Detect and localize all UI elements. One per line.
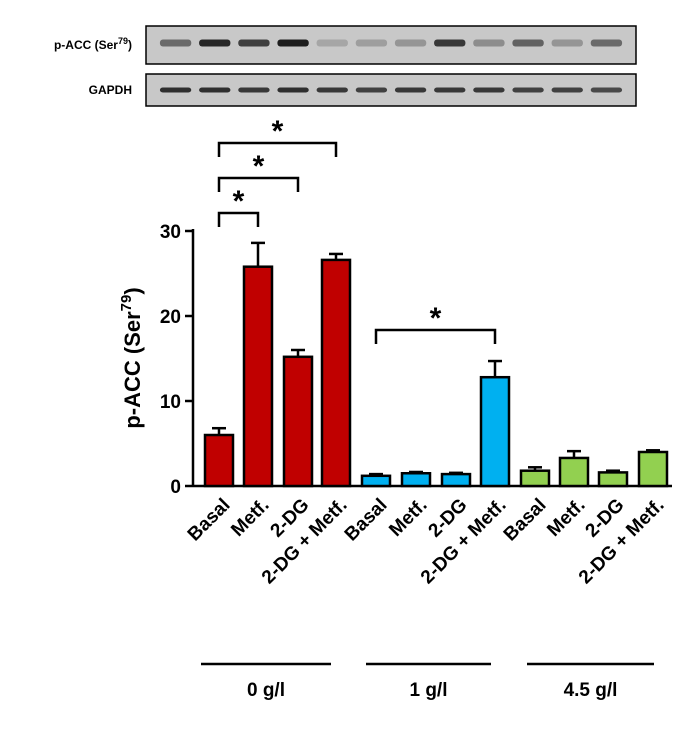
- y-tick-label: 30: [160, 222, 181, 243]
- blot-band: [434, 87, 466, 93]
- bar: [360, 474, 392, 488]
- significance-star: *: [253, 150, 265, 183]
- x-tick-label: Metf.: [543, 495, 589, 541]
- blot-label-0: p-ACC (Ser79): [54, 36, 132, 52]
- blot-band: [199, 39, 231, 47]
- blot-band: [277, 87, 309, 93]
- blot-band: [512, 87, 544, 93]
- y-tick-label: 20: [160, 307, 181, 328]
- blot-band: [316, 87, 348, 93]
- blot-band: [551, 39, 583, 47]
- blot-band: [159, 39, 192, 47]
- y-tick-label: 10: [160, 392, 181, 413]
- bar: [479, 375, 511, 488]
- y-tick-label: 0: [170, 477, 181, 498]
- bar: [282, 355, 314, 488]
- blot-band: [590, 87, 623, 93]
- significance-bracket: [217, 176, 300, 192]
- significance-star: *: [233, 185, 245, 218]
- blot-band: [159, 87, 192, 93]
- x-tick-label: Basal: [341, 495, 392, 546]
- significance-star: *: [272, 115, 284, 148]
- y-axis-label: p-ACC (Ser79): [118, 287, 145, 428]
- bar: [400, 472, 432, 488]
- blot-band: [473, 39, 505, 47]
- blot-band: [355, 87, 388, 93]
- x-tick-label: Basal: [500, 495, 551, 546]
- blot-band: [551, 87, 583, 93]
- bar: [558, 456, 590, 488]
- blot-band: [394, 39, 427, 47]
- blot-band: [316, 39, 348, 47]
- significance-bracket: [374, 328, 497, 344]
- bar: [242, 265, 274, 488]
- blot-band: [238, 39, 270, 47]
- blot-band: [473, 87, 505, 93]
- bar: [203, 433, 235, 488]
- bar: [320, 258, 352, 488]
- bar: [597, 471, 629, 488]
- group-label: 0 g/l: [247, 680, 285, 701]
- x-tick-label: Basal: [184, 495, 235, 546]
- significance-star: *: [430, 302, 442, 335]
- blot-band: [394, 87, 427, 93]
- x-tick-label: Metf.: [227, 495, 273, 541]
- bar: [440, 472, 472, 488]
- significance-bracket: [217, 211, 260, 227]
- blot-band: [277, 39, 309, 47]
- blot-band: [238, 87, 270, 93]
- blot-band: [590, 39, 623, 47]
- blot-label-1: GAPDH: [89, 83, 132, 97]
- bar: [637, 450, 669, 488]
- group-label: 1 g/l: [409, 680, 447, 701]
- bar: [519, 469, 551, 488]
- group-label: 4.5 g/l: [564, 680, 618, 701]
- blot-band: [512, 39, 544, 47]
- blot-band: [199, 87, 231, 93]
- x-tick-label: Metf.: [385, 495, 431, 541]
- significance-bracket: [217, 141, 338, 157]
- blot-band: [434, 39, 466, 47]
- blot-band: [355, 39, 388, 47]
